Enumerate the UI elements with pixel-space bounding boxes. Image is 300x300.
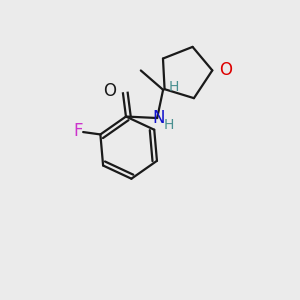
Text: O: O bbox=[219, 61, 232, 80]
Text: F: F bbox=[73, 122, 82, 140]
Text: H: H bbox=[163, 118, 174, 133]
Text: O: O bbox=[103, 82, 116, 100]
Text: N: N bbox=[152, 109, 165, 127]
Text: H: H bbox=[168, 80, 179, 94]
